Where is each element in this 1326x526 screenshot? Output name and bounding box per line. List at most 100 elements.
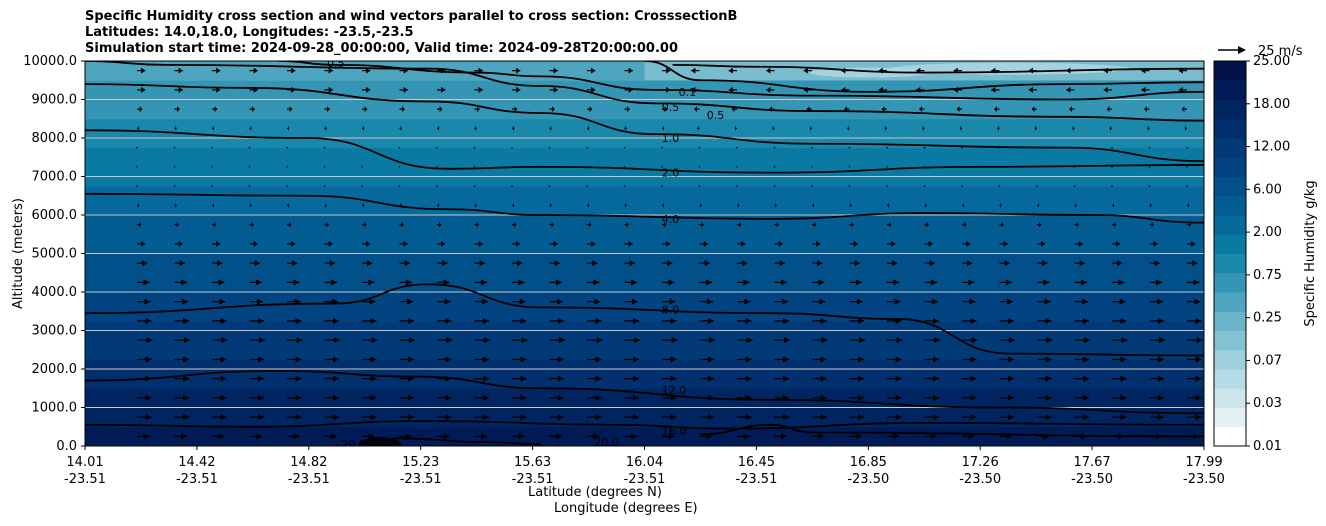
wind-vector-head [663,202,665,209]
wind-vector [249,221,254,228]
wind-vector [174,221,179,228]
wind-vector-head [1120,394,1127,401]
x-tick-label-lon: -23.51 [400,472,442,487]
wind-vector-head [593,279,600,286]
wind-vector [137,240,146,247]
wind-vector-head [289,106,293,113]
wind-vector-dot [623,166,626,168]
wind-vector [512,86,521,93]
wind-vector-head [1114,221,1117,228]
wind-vector-head [708,317,715,324]
wind-vector-head [728,67,733,74]
wind-vector [1144,106,1150,113]
wind-vector-head [959,125,961,132]
wind-vector-head [820,394,827,401]
wind-vector [361,185,363,187]
contour-line [85,61,1204,122]
wind-vector [887,356,902,363]
wind-vector [137,67,146,74]
wind-vector-head [1120,356,1127,363]
wind-vector-head [1082,298,1089,305]
wind-vector-head [366,67,371,74]
contour-line [672,63,1204,74]
wind-vector-head [218,279,225,286]
wind-vector-head [441,86,446,93]
wind-vector-dot [773,146,776,149]
wind-vector-head [1195,414,1202,421]
wind-vector [212,106,218,113]
humidity-band [85,417,1204,428]
contour-label: 0.1 [679,86,697,99]
wind-vector-head [1158,394,1165,401]
wind-vector [362,433,375,440]
wind-vector-head [670,317,677,324]
wind-vector-head [1043,433,1050,440]
wind-vector-dot [886,166,888,168]
wind-vector [737,375,752,382]
wind-vector [737,221,742,228]
contour-label: 2.0 [662,167,680,180]
wind-vector [624,317,640,324]
wind-vector [212,240,221,247]
wind-vector [924,260,935,267]
wind-vector-dot [1036,166,1038,168]
wind-vector [812,394,827,401]
wind-vector-head [629,260,635,267]
wind-vector [737,240,746,247]
wind-vector [174,279,187,286]
contour-label: 12.0 [662,384,687,397]
wind-vector [287,86,296,93]
wind-vector [699,433,712,440]
humidity-band [85,176,1204,187]
contour-label: 0.5 [662,101,680,114]
wind-vector-dot [923,166,926,168]
wind-vector-head [403,67,408,74]
wind-vector [812,298,826,305]
wind-vector-dot [511,166,513,168]
wind-vector-head [295,394,302,401]
wind-vector [1187,260,1198,267]
wind-vector-head [482,298,489,305]
quiver-key: 25 m/s [1218,44,1303,59]
wind-vector-head [175,202,177,209]
wind-vector [173,146,176,149]
wind-vector [919,106,925,113]
wind-vector-head [595,375,602,382]
colorbar-tick-label: 0.03 [1253,396,1282,411]
wind-vector [587,106,593,113]
colorbar-swatch [1214,215,1246,235]
wind-vector-head [818,433,825,440]
wind-vector-head [588,202,590,209]
wind-vector-head [1120,414,1127,421]
wind-vector [841,86,850,93]
wind-vector-head [183,317,190,324]
wind-vector-head [552,106,555,113]
wind-vector [1149,317,1165,324]
wind-vector-dot [736,146,738,149]
wind-vector-head [214,221,217,228]
wind-vector [324,317,340,324]
wind-vector [1031,106,1037,113]
wind-vector-head [1150,202,1152,209]
wind-vector-head [555,433,562,440]
wind-vector-head [630,433,637,440]
wind-vector-head [809,125,811,132]
wind-vector-head [708,394,715,401]
wind-vector-head [881,106,885,113]
x-tick-label-lat: 17.26 [962,455,999,470]
wind-vector [286,146,288,149]
wind-vector-head [438,125,440,132]
wind-vector [624,375,640,382]
wind-vector-head [478,86,483,93]
wind-vector-head [742,260,748,267]
wind-vector-head [1103,67,1108,74]
wind-vector [849,260,860,267]
wind-vector [812,202,815,209]
wind-vector [887,337,903,344]
wind-vector-head [176,221,179,228]
wind-vector [624,260,635,267]
wind-vector-head [666,86,671,93]
wind-vector-dot [923,185,926,187]
colorbar-tick-label: 12.00 [1253,140,1290,155]
wind-vector [511,166,513,168]
